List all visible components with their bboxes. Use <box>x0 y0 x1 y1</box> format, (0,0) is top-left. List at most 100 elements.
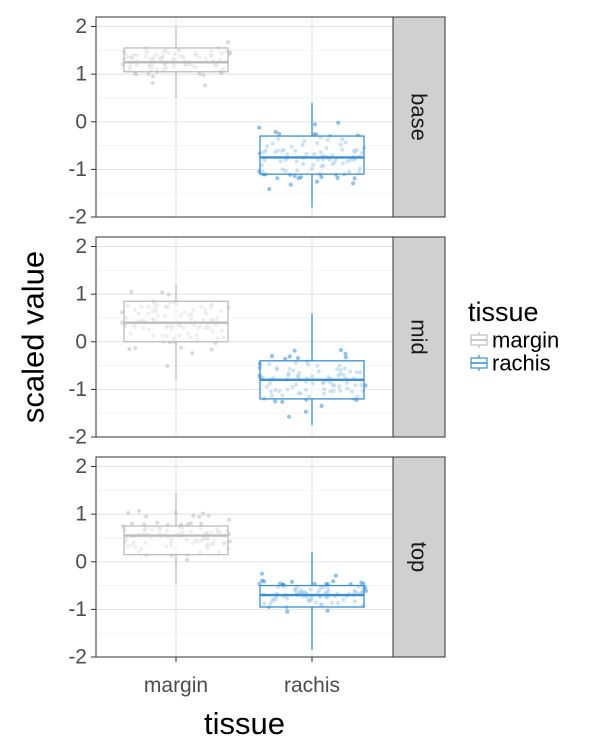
facet-strip-label: mid <box>407 319 432 354</box>
box-iqr <box>259 135 365 175</box>
data-point <box>295 356 301 361</box>
panel-background <box>96 17 393 217</box>
data-point <box>311 132 317 137</box>
legend-key-rachis: rachis <box>470 351 551 376</box>
data-point <box>150 74 155 79</box>
data-point <box>129 289 134 294</box>
box-rachis-base <box>257 102 366 208</box>
box-margin-base <box>120 26 232 98</box>
data-point <box>292 173 297 179</box>
data-point <box>336 120 341 125</box>
y-tick-label: -1 <box>68 598 87 621</box>
data-point <box>303 409 308 414</box>
box-rachis-top <box>257 552 369 650</box>
data-point <box>273 399 278 404</box>
data-point <box>191 513 196 518</box>
data-point <box>319 174 324 180</box>
data-point <box>201 511 206 516</box>
y-tick-label: -1 <box>68 158 87 181</box>
data-point <box>120 320 125 325</box>
data-point <box>363 588 369 593</box>
data-point <box>129 521 134 526</box>
data-point <box>333 573 338 578</box>
y-tick-label: 2 <box>75 455 87 478</box>
data-point <box>343 351 348 356</box>
data-point <box>188 521 193 526</box>
facet-strip <box>392 236 446 438</box>
data-point <box>144 514 149 519</box>
data-point <box>206 513 211 518</box>
y-tick-label: -2 <box>68 426 87 449</box>
y-tick-label: 0 <box>75 110 87 133</box>
data-point <box>273 129 278 135</box>
y-tick-label: 2 <box>75 15 87 38</box>
data-point <box>259 571 265 576</box>
data-point <box>227 517 232 522</box>
facet-strip <box>392 456 446 658</box>
data-point <box>165 363 170 369</box>
data-point <box>275 176 280 181</box>
data-point <box>335 175 340 181</box>
box-iqr <box>123 47 229 73</box>
x-axis-title: tissue <box>204 706 285 741</box>
data-point <box>325 608 330 613</box>
data-point <box>283 356 288 361</box>
data-point <box>190 351 195 356</box>
data-point <box>319 403 324 408</box>
facet-strip-label: base <box>407 93 432 141</box>
data-point <box>126 510 131 516</box>
data-point <box>133 72 139 77</box>
box-margin-top <box>120 492 232 584</box>
data-point <box>338 347 343 353</box>
box-rachis-mid <box>257 313 368 426</box>
data-point <box>269 354 275 359</box>
data-point <box>287 414 292 419</box>
data-point <box>352 176 357 181</box>
y-tick-label: 0 <box>75 550 87 573</box>
y-axis-title: scaled value <box>16 251 51 423</box>
data-point <box>178 345 184 350</box>
data-point <box>331 579 336 584</box>
data-point <box>166 292 171 297</box>
data-point <box>298 175 304 180</box>
data-point <box>226 40 231 45</box>
data-point <box>287 354 292 359</box>
facet-strip-label: top <box>407 542 432 573</box>
data-point <box>160 290 165 295</box>
y-tick-label: 1 <box>75 63 87 86</box>
data-point <box>257 125 262 130</box>
legend-key-margin: margin <box>470 328 559 353</box>
data-point <box>203 83 208 88</box>
y-tick-label: -2 <box>68 646 87 669</box>
data-point <box>314 179 320 184</box>
x-tick-label: rachis <box>284 674 340 697</box>
data-point <box>150 80 155 85</box>
data-point <box>288 182 293 187</box>
data-point <box>137 508 142 513</box>
box-margin-mid <box>120 284 231 380</box>
legend-label: margin <box>492 328 559 353</box>
data-point <box>155 520 160 525</box>
data-point <box>199 521 204 526</box>
facet-panel-top: top -2 -1 0 1 2 <box>68 455 446 669</box>
data-point <box>197 71 202 76</box>
y-tick-label: 0 <box>75 330 87 353</box>
panel-background <box>96 457 393 657</box>
data-point <box>267 186 272 192</box>
data-point <box>201 73 206 78</box>
data-point <box>343 355 348 360</box>
data-point <box>209 347 214 352</box>
data-point <box>197 514 202 519</box>
data-point <box>359 580 364 585</box>
data-point <box>120 310 125 315</box>
data-point <box>289 579 294 584</box>
legend-title: tissue <box>468 297 539 327</box>
data-point <box>351 181 356 186</box>
data-point <box>146 71 151 76</box>
data-point <box>312 122 318 127</box>
data-point <box>285 609 290 614</box>
data-point <box>280 399 285 404</box>
y-tick-label: 2 <box>75 235 87 258</box>
